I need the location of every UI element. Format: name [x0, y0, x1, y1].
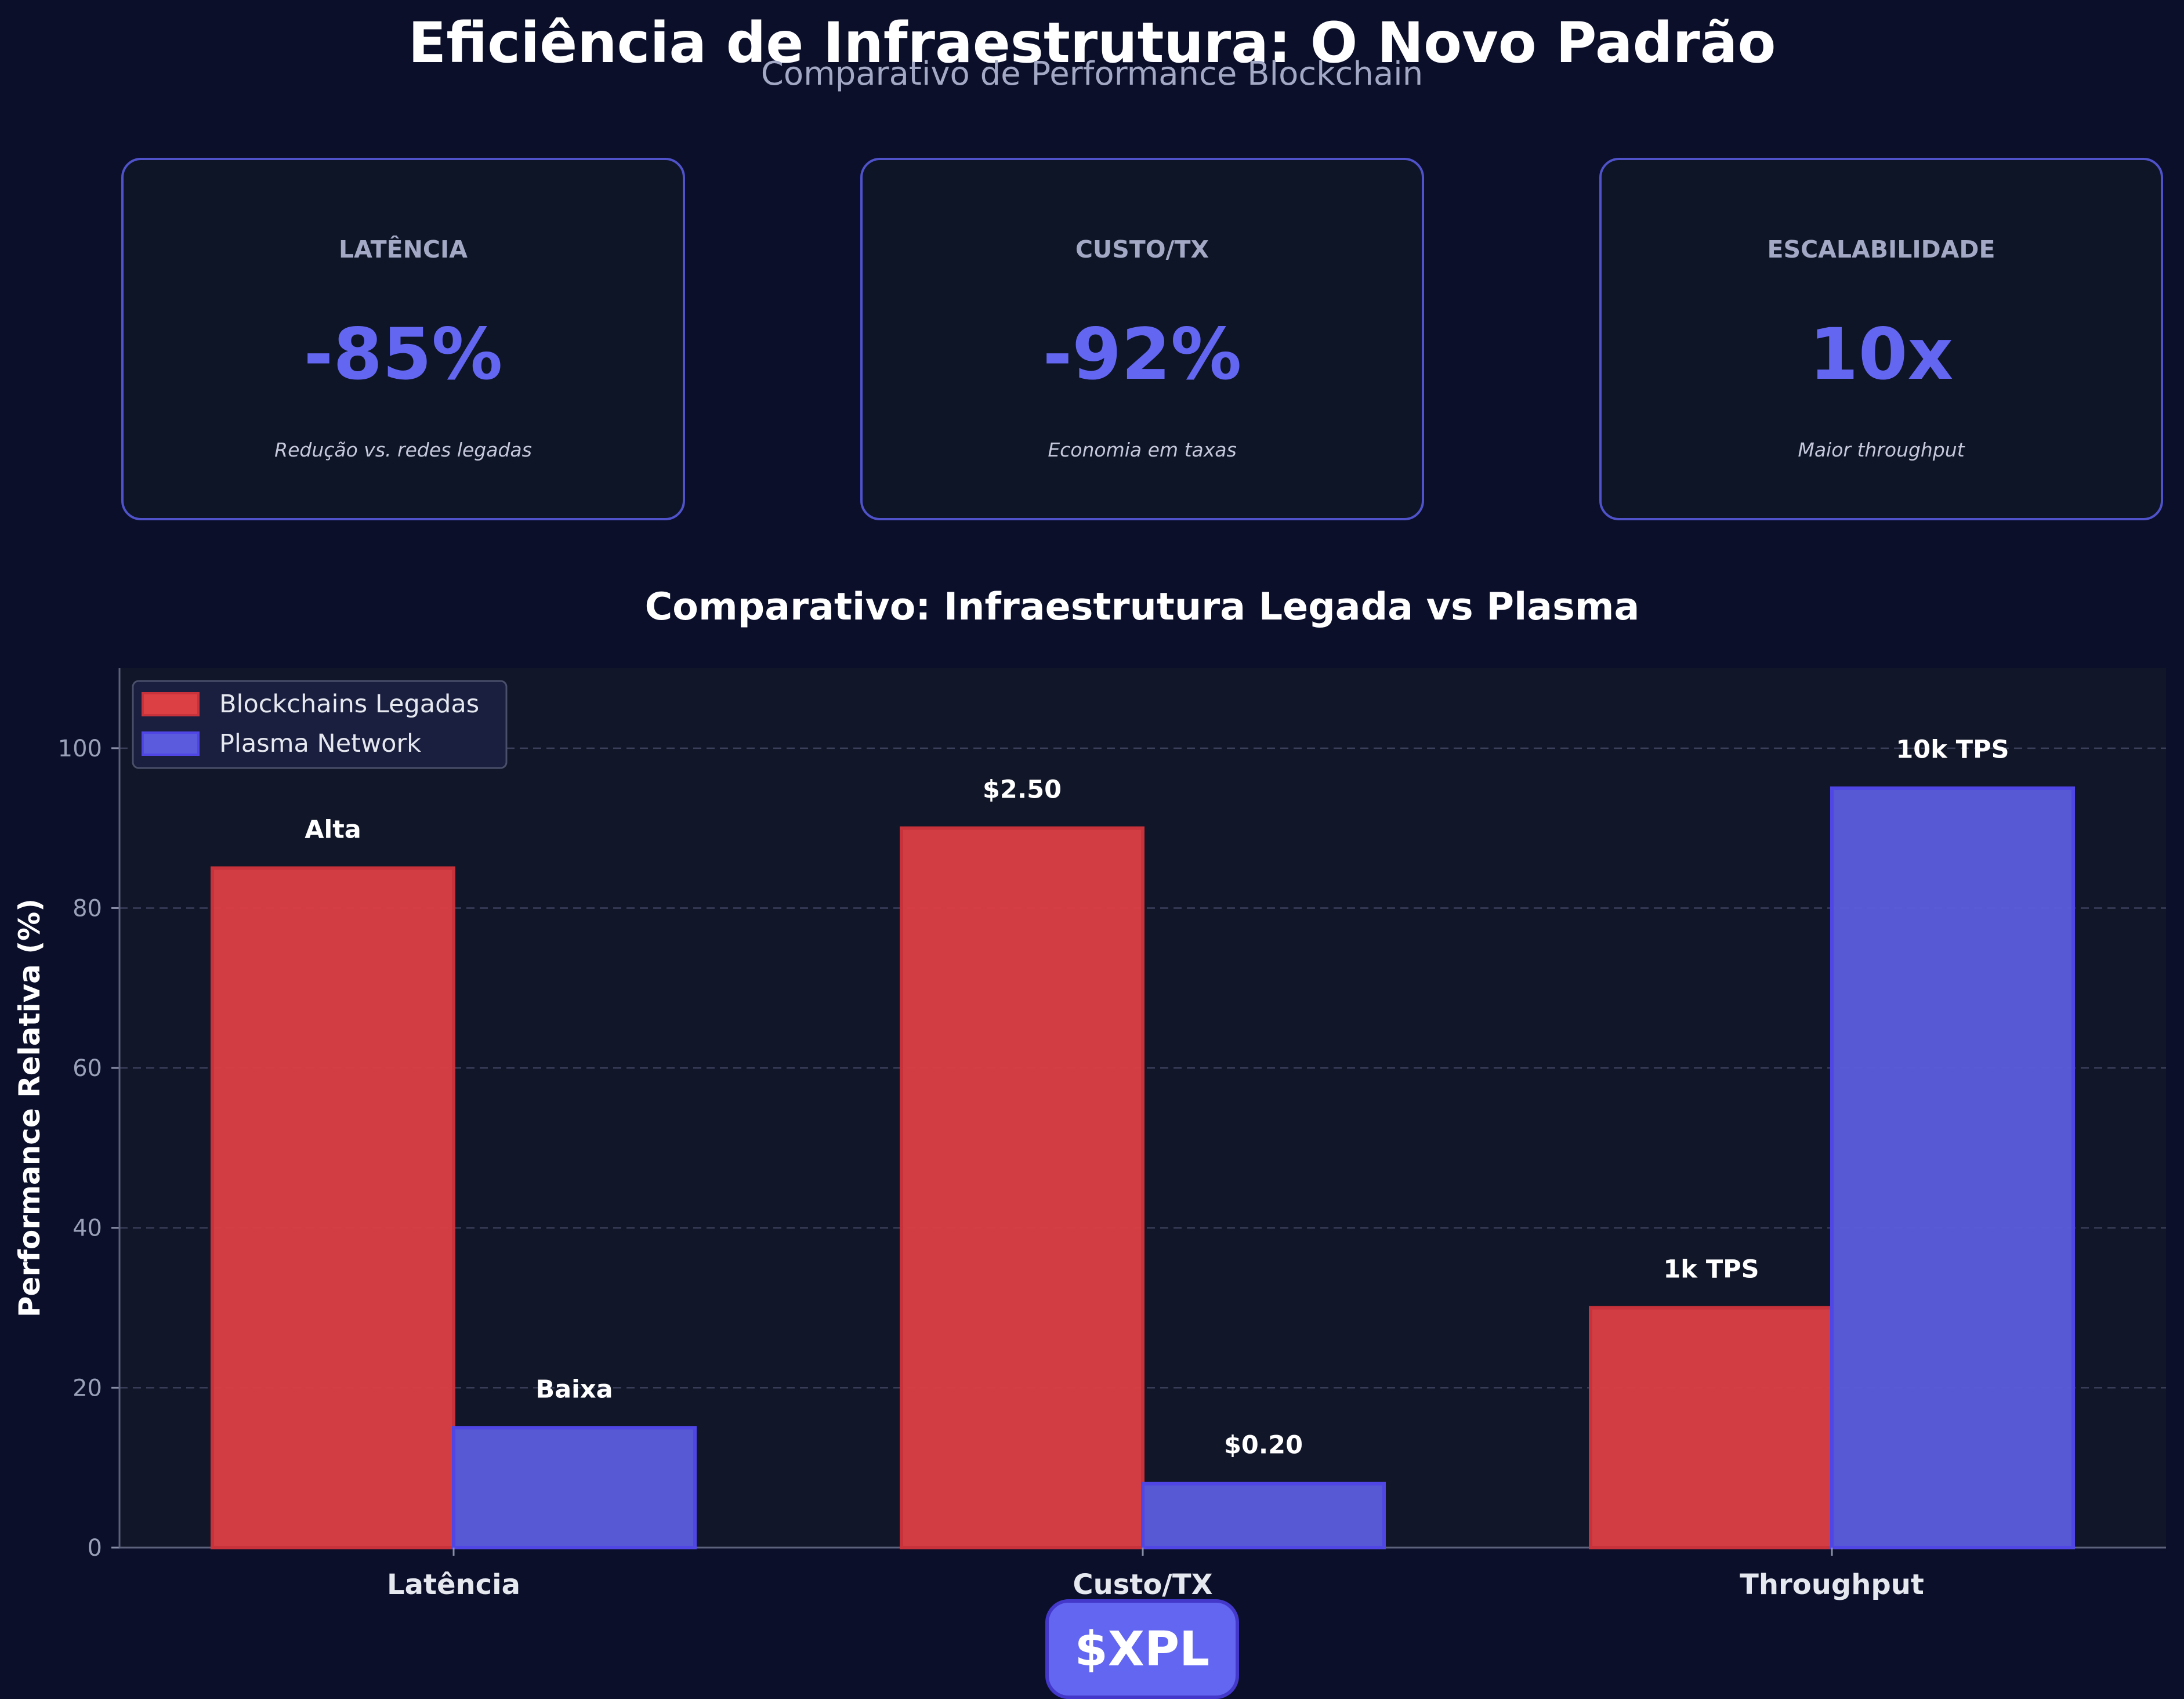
legend-label: Blockchains Legadas: [219, 690, 479, 719]
y-tick-label: 60: [73, 1055, 102, 1082]
data-label: 1k TPS: [1663, 1255, 1759, 1284]
y-tick-label: 80: [73, 895, 102, 922]
y-tick-label: 20: [73, 1375, 102, 1401]
y-axis-label: Performance Relativa (%): [13, 899, 46, 1317]
bar: [1589, 1306, 1834, 1549]
legend-label: Plasma Network: [219, 729, 421, 758]
kpi-value: -85%: [303, 313, 503, 396]
data-label: Alta: [305, 816, 361, 845]
y-tick-label: 100: [58, 736, 102, 762]
bar: [211, 866, 455, 1549]
data-label: 10k TPS: [1896, 736, 2009, 765]
bar: [1141, 1481, 1386, 1549]
kpi-label: CUSTO/TX: [1075, 236, 1209, 263]
kpi-label: ESCALABILIDADE: [1767, 236, 1995, 263]
data-label: $0.20: [1224, 1431, 1303, 1460]
y-tick-label: 0: [88, 1535, 102, 1562]
kpi-description: Economia em taxas: [1048, 439, 1237, 461]
kpi-description: Redução vs. redes legadas: [274, 439, 532, 461]
page-subtitle: Comparativo de Performance Blockchain: [760, 55, 1424, 93]
legend-swatch: [142, 692, 200, 716]
bar: [900, 826, 1144, 1549]
kpi-label: LATÊNCIA: [338, 236, 468, 263]
bar: [452, 1426, 697, 1549]
kpi-description: Maior throughput: [1798, 439, 1965, 461]
bar: [1830, 786, 2075, 1549]
kpi-card-latency: LATÊNCIA -85% Redução vs. redes legadas: [121, 158, 685, 520]
kpi-card-scalability: ESCALABILIDADE 10x Maior throughput: [1599, 158, 2163, 520]
legend-swatch: [142, 731, 200, 756]
x-tick-label: Latência: [387, 1568, 520, 1601]
token-badge: $XPL: [1045, 1599, 1239, 1699]
kpi-card-cost: CUSTO/TX -92% Economia em taxas: [860, 158, 1424, 520]
chart-title: Comparativo: Infraestrutura Legada vs Pl…: [644, 585, 1640, 629]
kpi-value: 10x: [1809, 313, 1954, 396]
kpi-value: -92%: [1042, 313, 1242, 396]
page-title: Eficiência de Infraestrutura: O Novo Pad…: [408, 10, 1776, 75]
data-label: $2.50: [983, 776, 1062, 805]
y-tick-label: 40: [73, 1215, 102, 1242]
x-tick-label: Throughput: [1740, 1568, 1924, 1601]
data-label: Baixa: [535, 1375, 613, 1404]
legend: [132, 680, 508, 769]
x-tick-label: Custo/TX: [1073, 1568, 1212, 1601]
